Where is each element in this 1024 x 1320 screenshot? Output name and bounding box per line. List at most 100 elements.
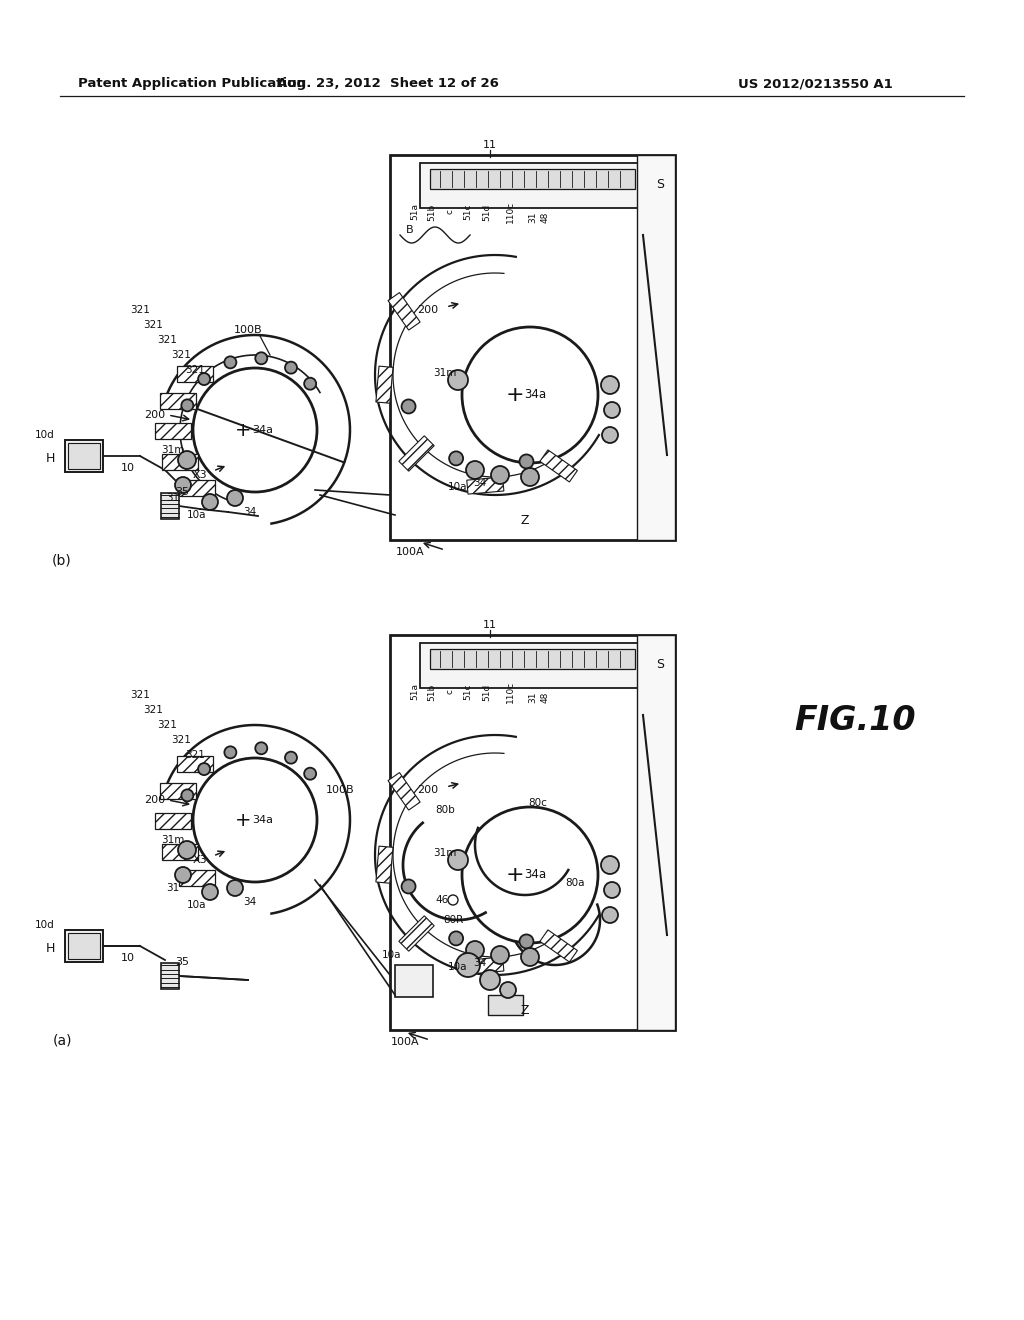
Text: 31: 31 (528, 211, 538, 223)
Circle shape (181, 789, 194, 801)
Bar (155, 813, 191, 829)
Circle shape (601, 376, 618, 393)
Text: 200: 200 (144, 795, 166, 805)
Text: 31: 31 (528, 692, 538, 702)
Circle shape (227, 880, 243, 896)
Bar (161, 783, 197, 799)
Text: 80c: 80c (528, 799, 548, 808)
Circle shape (202, 884, 218, 900)
Text: US 2012/0213550 A1: US 2012/0213550 A1 (738, 78, 893, 91)
Text: 34a: 34a (524, 388, 546, 401)
Text: S: S (656, 178, 664, 191)
Bar (161, 392, 197, 409)
Circle shape (500, 982, 516, 998)
Text: 321: 321 (143, 319, 163, 330)
Text: 100A: 100A (391, 1038, 419, 1047)
Circle shape (462, 807, 598, 942)
Bar (390, 154, 675, 540)
Text: +: + (234, 421, 251, 440)
Text: 51b: 51b (427, 684, 436, 701)
Text: H: H (46, 451, 55, 465)
Circle shape (466, 941, 484, 960)
Circle shape (181, 400, 194, 412)
Text: 35: 35 (175, 487, 189, 498)
Text: 31m: 31m (162, 836, 184, 845)
Text: 80b: 80b (435, 805, 455, 814)
Text: 321: 321 (157, 335, 177, 345)
Text: 10a: 10a (449, 962, 468, 972)
Circle shape (285, 362, 297, 374)
Text: Aug. 23, 2012  Sheet 12 of 26: Aug. 23, 2012 Sheet 12 of 26 (278, 78, 499, 91)
Bar (637, 154, 675, 540)
Bar (161, 492, 179, 519)
Circle shape (456, 953, 480, 977)
Circle shape (224, 356, 237, 368)
Text: (b): (b) (52, 553, 72, 568)
Text: 10d: 10d (35, 430, 55, 440)
Text: 100A: 100A (395, 546, 424, 557)
Bar (540, 450, 578, 482)
Bar (179, 480, 215, 496)
Text: 10: 10 (121, 463, 135, 473)
Text: 10a: 10a (187, 510, 207, 520)
Bar (388, 772, 420, 810)
Bar (177, 366, 213, 381)
Text: 34a: 34a (524, 869, 546, 882)
Circle shape (490, 466, 509, 484)
Text: 10d: 10d (35, 920, 55, 931)
Bar (162, 454, 198, 470)
Circle shape (175, 867, 191, 883)
Circle shape (602, 426, 618, 444)
Bar (395, 965, 433, 997)
Text: 51a: 51a (411, 203, 420, 220)
Text: 321: 321 (171, 735, 190, 744)
Circle shape (521, 469, 539, 486)
Text: c: c (445, 210, 455, 214)
Circle shape (304, 378, 316, 389)
Circle shape (224, 746, 237, 759)
Text: FIG.10: FIG.10 (795, 704, 915, 737)
Bar (540, 929, 578, 962)
Text: 48: 48 (541, 692, 550, 702)
Text: 80a: 80a (565, 878, 585, 888)
Bar (420, 643, 645, 688)
Circle shape (175, 477, 191, 492)
Text: +: + (506, 385, 524, 405)
Circle shape (519, 454, 534, 469)
Bar (179, 870, 215, 886)
Text: 321: 321 (130, 690, 150, 700)
Text: 34a: 34a (253, 425, 273, 436)
Circle shape (519, 935, 534, 949)
Circle shape (480, 970, 500, 990)
Bar (376, 846, 393, 883)
Circle shape (227, 490, 243, 506)
Circle shape (449, 895, 458, 906)
Text: 51c: 51c (464, 684, 472, 700)
Text: 31: 31 (166, 883, 179, 894)
Circle shape (602, 907, 618, 923)
Text: 11: 11 (483, 140, 497, 150)
Text: X3: X3 (193, 470, 207, 480)
Text: Z: Z (521, 1003, 529, 1016)
Bar (467, 477, 504, 494)
Text: 200: 200 (144, 411, 166, 420)
Text: 321: 321 (157, 719, 177, 730)
Text: 10a: 10a (382, 950, 401, 960)
Text: Z: Z (521, 513, 529, 527)
Text: 31m: 31m (433, 368, 457, 378)
Bar (637, 635, 675, 1030)
Text: 321: 321 (185, 750, 205, 760)
Bar (390, 635, 675, 1030)
Circle shape (401, 879, 416, 894)
Text: 321: 321 (185, 366, 205, 375)
Text: 34: 34 (473, 958, 486, 968)
Circle shape (604, 403, 620, 418)
Text: 51d: 51d (482, 684, 492, 701)
Text: 34: 34 (473, 478, 486, 488)
Text: 321: 321 (130, 305, 150, 315)
Bar (376, 366, 393, 403)
Text: 31: 31 (166, 492, 179, 503)
Circle shape (450, 932, 463, 945)
Circle shape (202, 494, 218, 510)
Text: c: c (445, 689, 455, 694)
